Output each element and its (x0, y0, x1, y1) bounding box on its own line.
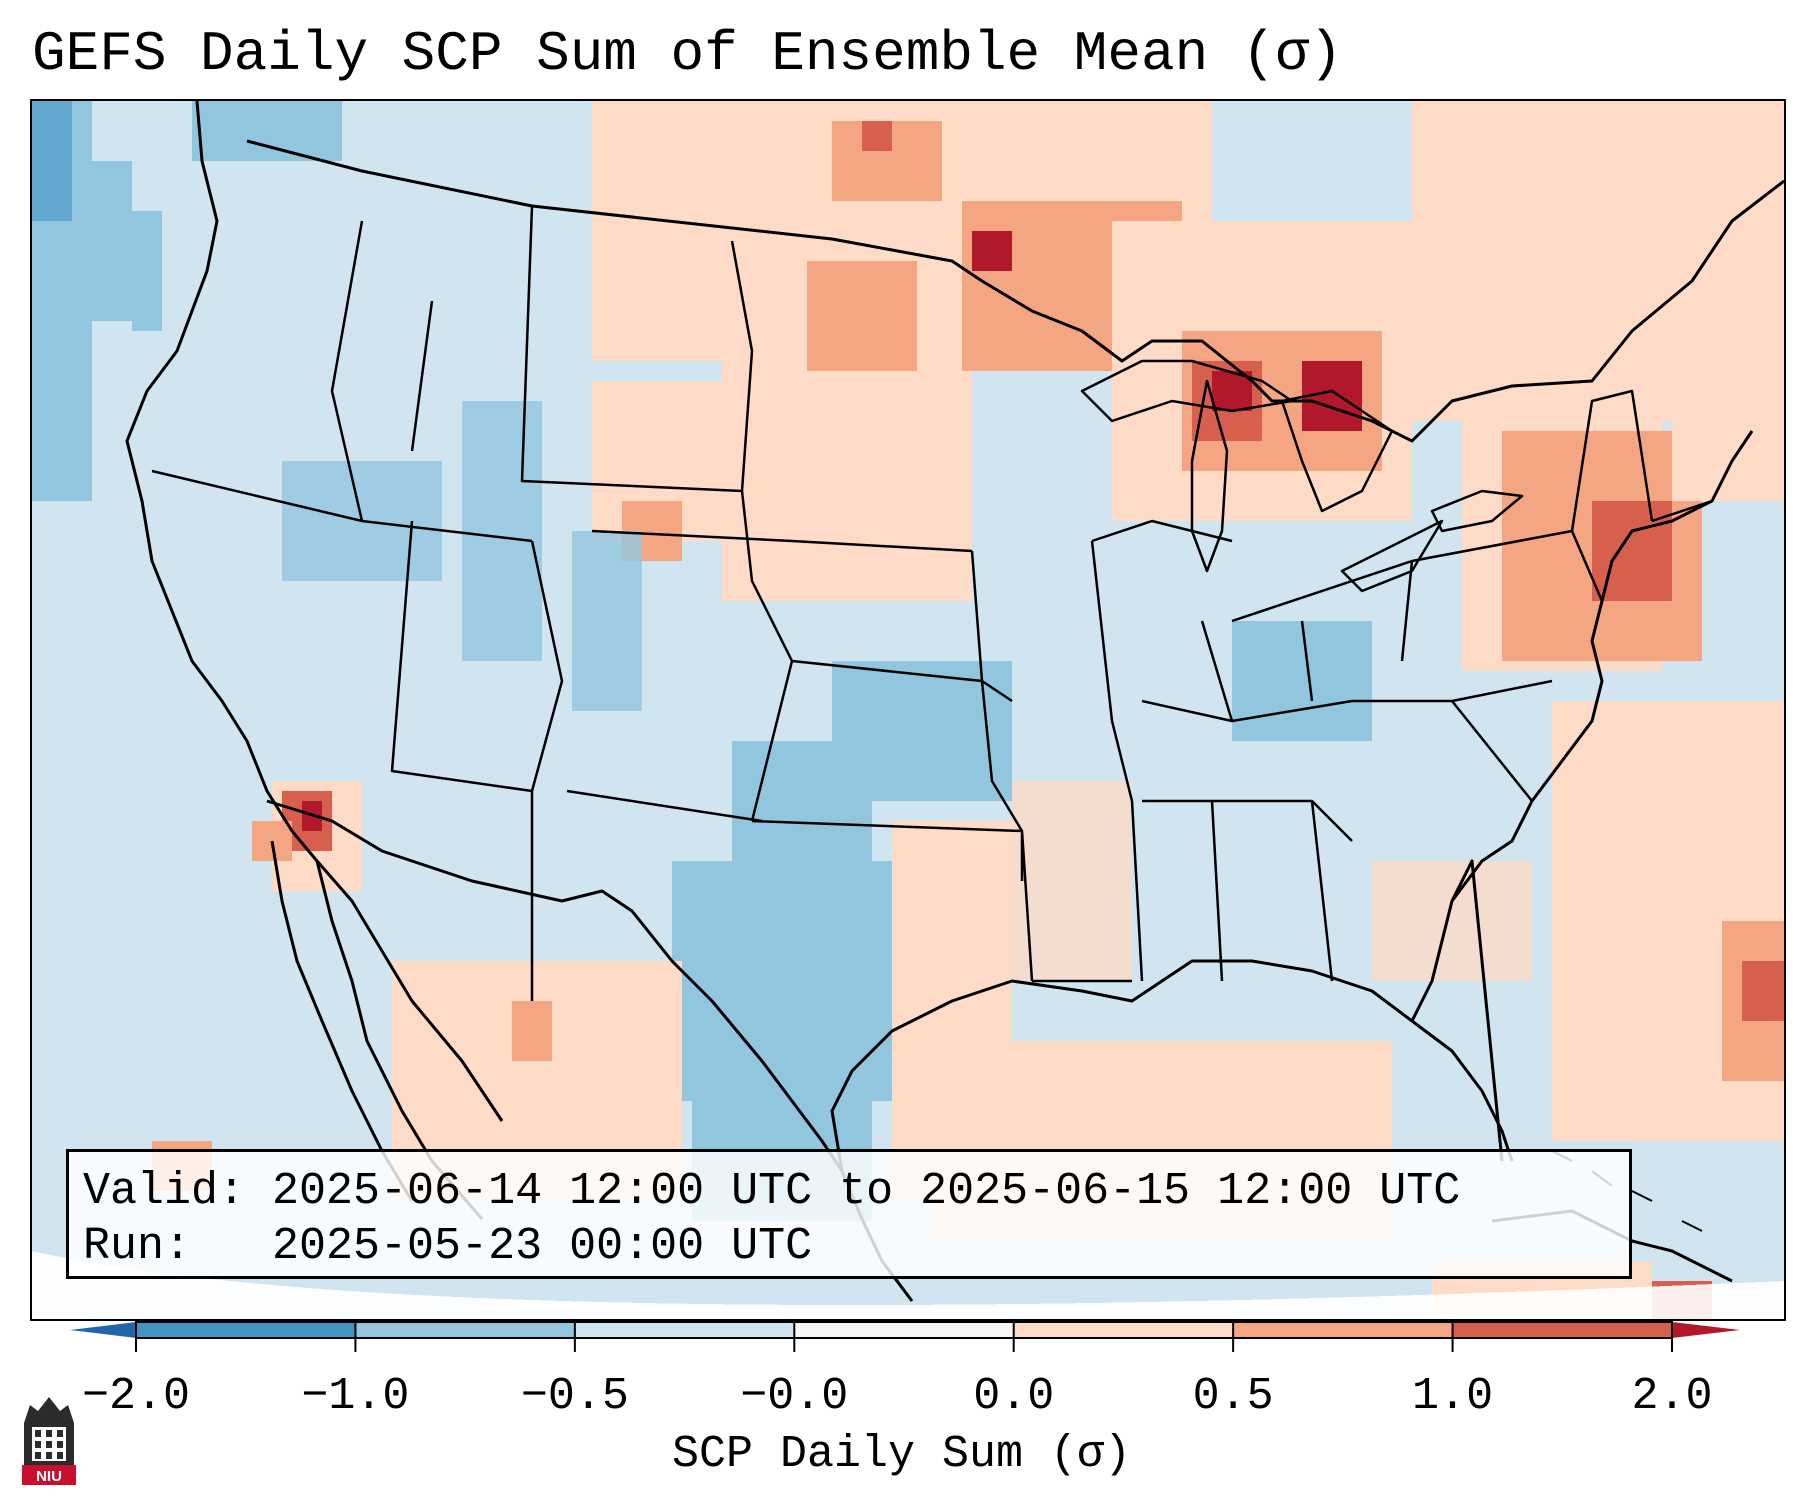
coastline-atlantic (1450, 430, 1754, 902)
field-region-pacific-nw (32, 101, 342, 501)
lake-huron (1280, 389, 1394, 513)
logo-text: NIU (36, 1468, 62, 1485)
valid-run-info-box: Valid: 2025-06-14 12:00 UTC to 2025-06-1… (66, 1149, 1632, 1279)
coastline-gulf (830, 959, 1514, 1172)
colorbar-segment (794, 1322, 1015, 1338)
colorbar-tick-labels: −2.0 −1.0 −0.5 −0.0 0.0 0.5 1.0 2.0 (0, 1360, 1803, 1422)
field-region-great-lakes (1112, 101, 1784, 671)
border-us-mexico (266, 799, 844, 1172)
field-region-great-basin (282, 401, 642, 711)
anomaly-map (32, 101, 1784, 1319)
coastline-florida (1410, 859, 1504, 1162)
colorbar-segment (355, 1322, 576, 1338)
colorbar-tick-label: −0.0 (740, 1371, 849, 1422)
anomaly-field (32, 101, 1784, 1319)
colorbar-tick-marks (135, 1322, 1673, 1352)
colorbar-segment (1233, 1322, 1454, 1338)
field-region-central-plains (592, 381, 932, 601)
colorbar-segments (136, 1322, 1673, 1338)
colorbar-tick-label: −1.0 (301, 1371, 410, 1422)
colorbar-tick-label: 0.0 (973, 1371, 1055, 1422)
chart-title: GEFS Daily SCP Sum of Ensemble Mean (σ) (32, 22, 1343, 86)
coastline-gulf-of-california (315, 860, 504, 1122)
colorbar-segment (574, 1322, 795, 1338)
colorbar-segment (1013, 1322, 1234, 1338)
state-lines (151, 205, 1713, 1001)
colorbar-tick-label: −2.0 (81, 1371, 191, 1422)
lake-superior (1080, 359, 1294, 423)
field-region-northern-plains (592, 101, 1212, 601)
colorbar (70, 1321, 1740, 1352)
map-panel (30, 99, 1786, 1321)
lake-michigan (1190, 379, 1229, 573)
colorbar-overflow-arrow (1672, 1322, 1740, 1338)
field-region-domain-edge (32, 1251, 1784, 1319)
border-us-canada (246, 139, 1784, 443)
colorbar-tick-label: −0.5 (520, 1371, 629, 1422)
colorbar-tick-label: 1.0 (1412, 1371, 1494, 1422)
colorbar-segment (1452, 1322, 1673, 1338)
lake-ontario (1430, 489, 1524, 533)
run-time-line: Run: 2025-05-23 00:00 UTC (83, 1221, 813, 1272)
colorbar-tick-label: 2.0 (1631, 1371, 1713, 1422)
colorbar-label: SCP Daily Sum (σ) (671, 1429, 1132, 1480)
colorbar-tick-label: 0.5 (1192, 1371, 1274, 1422)
colorbar-segment (136, 1322, 356, 1338)
coastline-west (125, 101, 484, 1220)
colorbar-underflow-arrow (70, 1322, 136, 1338)
valid-time-line: Valid: 2025-06-14 12:00 UTC to 2025-06-1… (83, 1166, 1461, 1217)
university-tower-icon: NIU (22, 1397, 76, 1485)
lake-erie (1340, 519, 1444, 593)
